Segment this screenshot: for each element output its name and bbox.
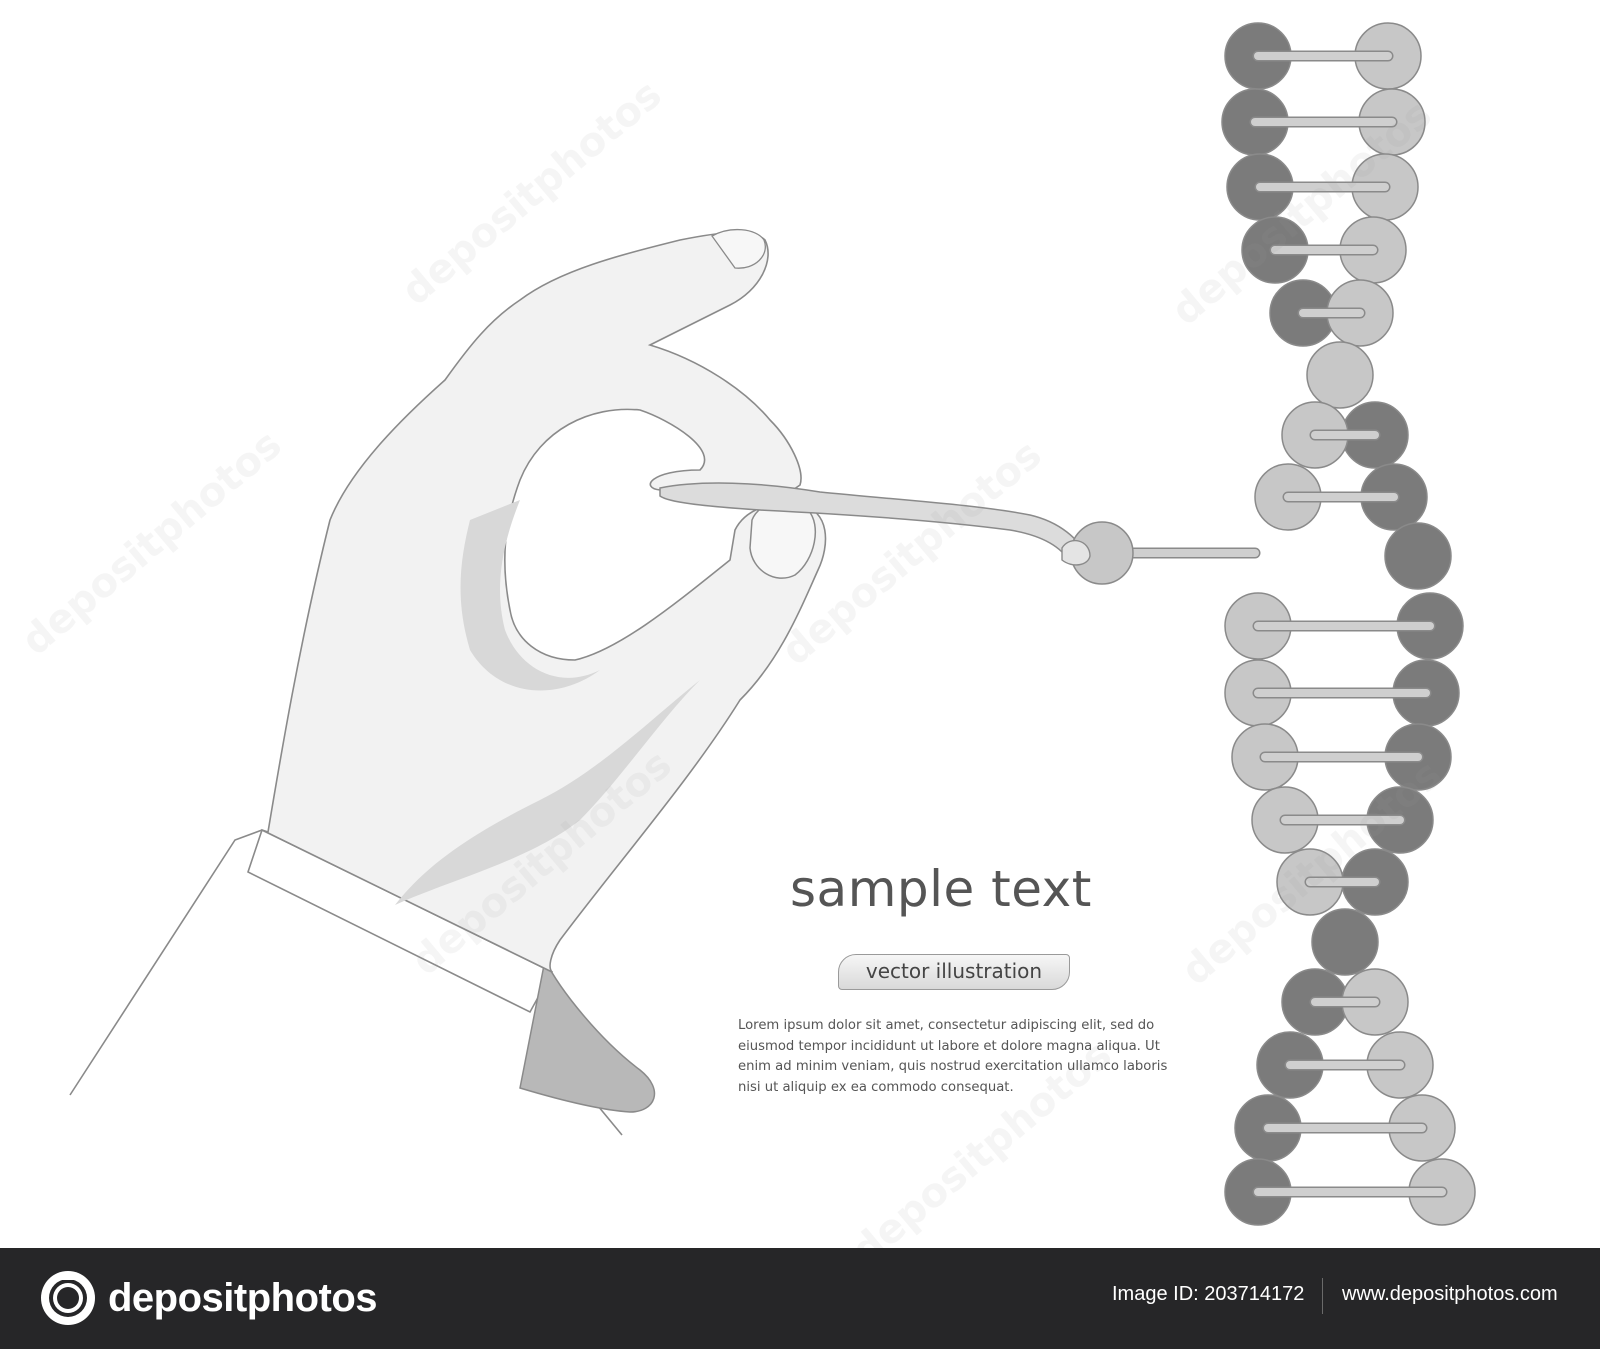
illustration-canvas: depositphotos depositphotos depositphoto… (69, 22, 1476, 1226)
base-pair (1254, 463, 1428, 531)
base-pair (1226, 153, 1419, 221)
nucleotide (1384, 522, 1452, 590)
base-pair (1224, 1158, 1476, 1226)
base-pair (1269, 279, 1394, 347)
base-pair (1241, 216, 1407, 284)
dna-double-helix (1221, 22, 1476, 1226)
lower-fingers (519, 957, 656, 1113)
glove-shading (395, 680, 700, 905)
base-pair (1256, 1031, 1434, 1099)
tweezers (659, 482, 1086, 563)
base-pair (1384, 522, 1452, 590)
base-pair (1311, 908, 1379, 976)
base-pair (1224, 22, 1422, 90)
nucleotide (1306, 341, 1374, 409)
base-pair (1231, 723, 1452, 791)
tweezers-tip (1061, 539, 1091, 566)
footer-divider (1322, 1278, 1323, 1314)
site-url-link[interactable]: www.depositphotos.com (1342, 1283, 1558, 1305)
base-pair (1281, 401, 1409, 469)
camera-logo-icon[interactable] (38, 1270, 98, 1326)
base-pair (1276, 848, 1409, 916)
base-pair (1224, 659, 1460, 727)
subtitle-pill: vector illustration (838, 954, 1070, 990)
glove-shading-thumb (460, 500, 600, 691)
headline-text: sample text (790, 860, 1092, 918)
image-id-label: Image ID: 203714172 (1112, 1283, 1305, 1305)
base-pair (1251, 786, 1434, 854)
nucleotide (1311, 908, 1379, 976)
base-pair (1221, 88, 1426, 156)
body-text: Lorem ipsum dolor sit amet, consectetur … (738, 1018, 1168, 1095)
extracted-nucleotide (1070, 521, 1261, 585)
base-pair (1234, 1094, 1456, 1162)
finger-nail (711, 229, 766, 269)
dna-editing-illustration (69, 22, 1476, 1226)
base-pair (1306, 341, 1374, 409)
gloved-hand (261, 231, 827, 973)
base-pair (1281, 968, 1409, 1036)
footer-bar: depositphotos Image ID: 203714172 www.de… (0, 1248, 1600, 1349)
base-pair (1224, 592, 1464, 660)
brand-name[interactable]: depositphotos (108, 1276, 378, 1320)
